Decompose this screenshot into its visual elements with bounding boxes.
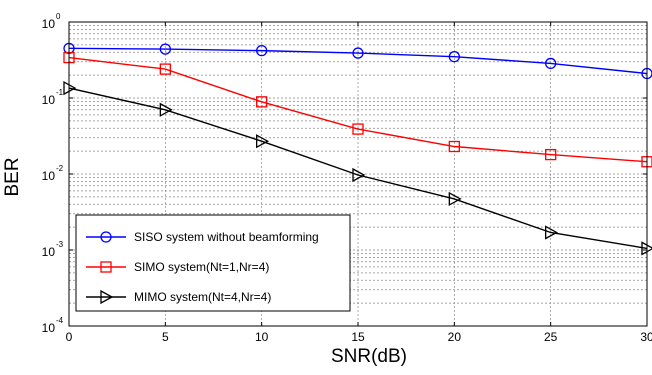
- legend: SISO system without beamforming SIMO syst…: [75, 214, 351, 312]
- y-tick-label: 10: [42, 17, 56, 31]
- data-point: [448, 191, 462, 207]
- legend-entry: SISO system without beamforming: [86, 230, 319, 244]
- y-tick-label: 10: [42, 93, 56, 107]
- data-point: [448, 140, 460, 153]
- series-line: [68, 47, 648, 75]
- legend-box: [75, 214, 351, 312]
- series-line: [68, 56, 648, 163]
- data-point: [159, 43, 171, 55]
- y-tick-exponent: -3: [56, 240, 64, 249]
- x-tick-label: 30: [640, 330, 652, 344]
- y-tick-exponent: -4: [56, 316, 64, 325]
- y-tick-exponent: -1: [56, 88, 64, 97]
- y-tick-exponent: -2: [56, 164, 64, 173]
- data-point: [545, 57, 557, 70]
- legend-marker: [100, 289, 114, 305]
- data-point: [256, 96, 268, 108]
- x-tick-label: 5: [162, 330, 169, 344]
- x-tick-label: 25: [544, 330, 558, 344]
- legend-entry: MIMO system(Nt=4,Nr=4): [86, 289, 271, 305]
- series-line: [68, 87, 648, 250]
- y-tick-label: 10: [42, 169, 56, 183]
- data-point: [256, 134, 270, 149]
- y-tick-exponent: 0: [56, 12, 61, 21]
- y-tick-label: 10: [42, 321, 56, 335]
- data-point: [352, 123, 364, 135]
- data-point: [545, 148, 557, 161]
- legend-label: SIMO system(Nt=1,Nr=4): [134, 260, 269, 274]
- data-point: [448, 51, 460, 63]
- y-tick-label: 10: [42, 245, 56, 259]
- data-point: [352, 47, 364, 59]
- legend-entry: SIMO system(Nt=1,Nr=4): [86, 260, 269, 274]
- data-point: [545, 225, 559, 240]
- x-tick-label: 20: [448, 330, 462, 344]
- legend-marker: [100, 261, 112, 273]
- legend-marker: [100, 231, 112, 243]
- x-tick-label: 0: [66, 330, 73, 344]
- x-tick-label: 10: [255, 330, 269, 344]
- legend-label: MIMO system(Nt=4,Nr=4): [134, 290, 271, 304]
- data-point: [159, 102, 173, 117]
- series-1: [63, 42, 652, 80]
- y-axis-label: BER: [2, 157, 23, 196]
- data-point: [352, 167, 366, 183]
- x-tick-label: 15: [351, 330, 365, 344]
- data-point: [159, 63, 171, 75]
- legend-label: SISO system without beamforming: [134, 230, 319, 244]
- data-point: [256, 44, 268, 57]
- x-axis-label: SNR(dB): [331, 346, 407, 367]
